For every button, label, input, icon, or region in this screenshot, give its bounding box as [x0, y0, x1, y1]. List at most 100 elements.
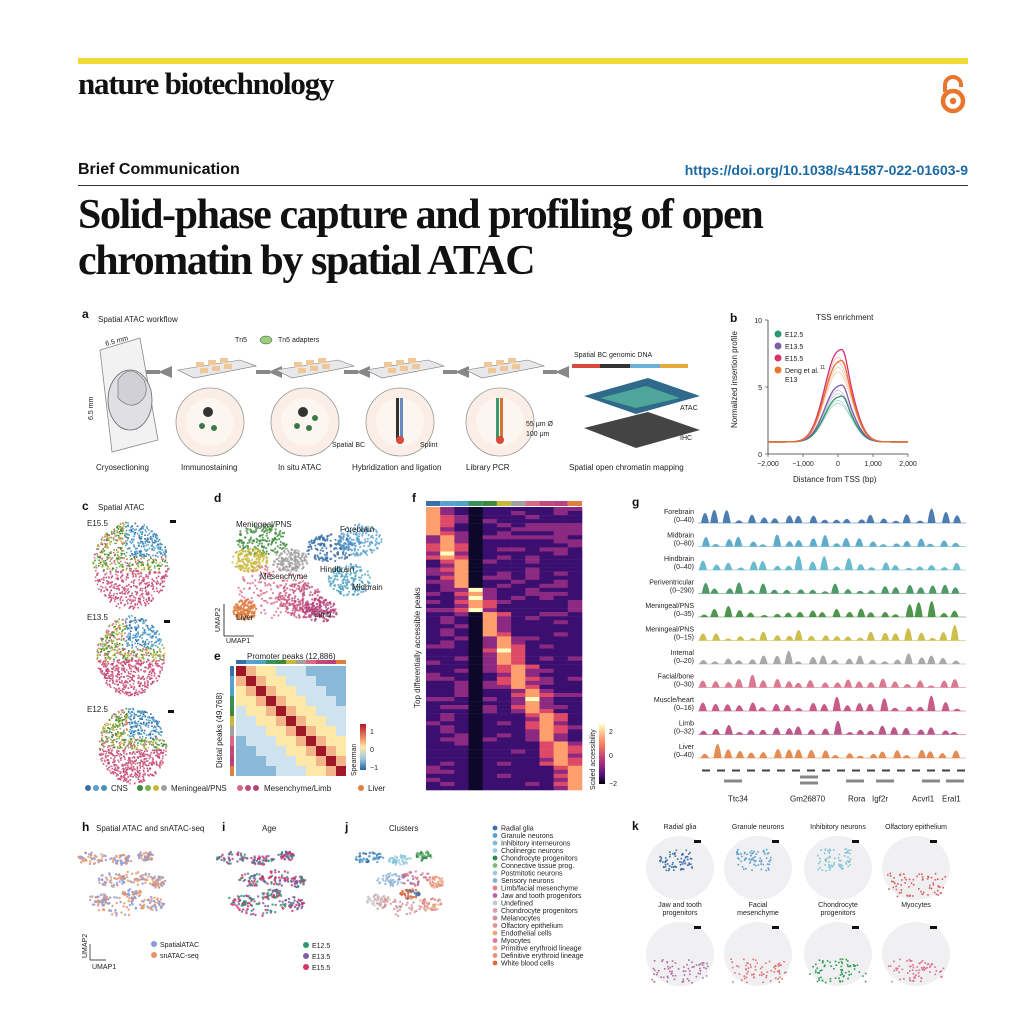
- umap-point: [286, 569, 289, 572]
- spatial-spot: [140, 650, 142, 652]
- spatial-spot: [116, 719, 118, 722]
- spatial-spot: [112, 667, 115, 670]
- heatmap-cell: [496, 519, 512, 524]
- umap-point: [354, 532, 357, 535]
- spatial-spot: [120, 682, 123, 684]
- spatial-spot: [143, 767, 145, 769]
- umap-point: [280, 547, 283, 551]
- umap-point: [370, 525, 373, 529]
- spatial-spot: [121, 580, 123, 582]
- heatmap-cell: [426, 579, 441, 585]
- spatial-spot: [102, 753, 105, 755]
- spatial-spot: [149, 628, 151, 631]
- spatial-spot: [147, 724, 150, 727]
- spatial-spot: [146, 645, 149, 648]
- spatial-spot: [155, 772, 157, 775]
- spatial-spot: [139, 552, 142, 555]
- spatial-spot: [125, 621, 127, 624]
- panel-f-label: f: [412, 491, 417, 505]
- spatial-spot: [144, 542, 147, 545]
- spatial-spot: [138, 579, 140, 581]
- spatial-spot: [130, 528, 133, 531]
- spatial-spot: [137, 710, 139, 713]
- spatial-spot: [116, 529, 118, 532]
- spatial-spot: [104, 760, 106, 763]
- spatial-spot: [133, 715, 136, 717]
- spatial-spot: [158, 569, 160, 571]
- spatial-spot: [117, 671, 120, 674]
- umap-point: [347, 593, 350, 596]
- spatial-spot: [144, 774, 146, 776]
- spatial-spot: [100, 538, 103, 541]
- heatmap-cell: [525, 519, 540, 524]
- spatial-spot: [125, 779, 127, 782]
- heatmap-cell: [567, 612, 583, 617]
- spatial-spot: [128, 691, 130, 694]
- spatial-spot: [155, 728, 158, 731]
- heatmap-cell: [468, 587, 483, 593]
- spatial-spot: [134, 522, 137, 525]
- spatial-spot: [144, 602, 146, 604]
- umap-point: [338, 586, 341, 589]
- spatial-spot: [106, 546, 108, 549]
- spatial-spot: [100, 589, 102, 591]
- spatial-spot: [165, 743, 167, 746]
- umap-point: [367, 584, 370, 588]
- umap-point: [358, 532, 361, 535]
- spatial-spot: [119, 720, 122, 722]
- umap-point: [312, 602, 315, 605]
- doi-link[interactable]: https://doi.org/10.1038/s41587-022-01603…: [684, 162, 968, 178]
- spatial-spot: [130, 767, 133, 769]
- umap-point: [291, 612, 294, 615]
- spatial-spot: [108, 537, 111, 539]
- umap-point: [334, 575, 338, 578]
- umap-point: [277, 614, 280, 617]
- spatial-spot: [110, 584, 113, 586]
- spatial-spot: [141, 541, 143, 543]
- spatial-spot: [154, 654, 157, 656]
- matrix-cell: [276, 706, 286, 716]
- umap-point: [342, 551, 345, 555]
- spatial-spot: [104, 723, 106, 726]
- umap-point: [279, 563, 282, 566]
- spatial-spot: [151, 637, 154, 639]
- spatial-spot: [125, 551, 128, 554]
- spatial-spot: [132, 575, 135, 577]
- spatial-spot: [94, 559, 96, 562]
- spatial-spot: [103, 649, 105, 651]
- spatial-spot: [139, 715, 142, 717]
- spatial-spot: [143, 671, 146, 673]
- heatmap-cell: [496, 515, 512, 520]
- heatmap-cell: [468, 595, 483, 601]
- umap-point: [284, 557, 287, 560]
- heatmap-cell: [511, 575, 526, 580]
- spatial-spot: [140, 575, 142, 577]
- spatial-spot: [128, 767, 131, 770]
- spatial-spot: [140, 717, 143, 719]
- spatial-spot: [104, 634, 107, 636]
- spatial-spot: [145, 598, 147, 601]
- spatial-spot: [105, 752, 107, 755]
- spatial-spot: [125, 585, 128, 588]
- spatial-spot: [152, 716, 155, 719]
- spatial-spot: [112, 640, 115, 642]
- spatial-spot: [161, 644, 164, 646]
- spatial-spot: [156, 743, 159, 746]
- spatial-spot: [123, 744, 125, 746]
- spatial-spot: [99, 647, 101, 650]
- spatial-spot: [140, 554, 143, 556]
- spatial-spot: [139, 635, 141, 638]
- spatial-spot: [108, 766, 111, 768]
- umap-point: [361, 532, 364, 535]
- spatial-spot: [109, 634, 111, 636]
- spatial-spot: [146, 559, 149, 562]
- heatmap-cell: [440, 519, 455, 524]
- y-tick-label: 10: [754, 318, 762, 325]
- heatmap-cell: [511, 527, 526, 532]
- spatial-spot: [110, 581, 113, 583]
- umap-point: [333, 584, 336, 587]
- umap-point: [360, 568, 363, 571]
- heatmap-cell: [539, 555, 554, 560]
- umap-point: [344, 575, 347, 578]
- spatial-spot: [145, 586, 147, 588]
